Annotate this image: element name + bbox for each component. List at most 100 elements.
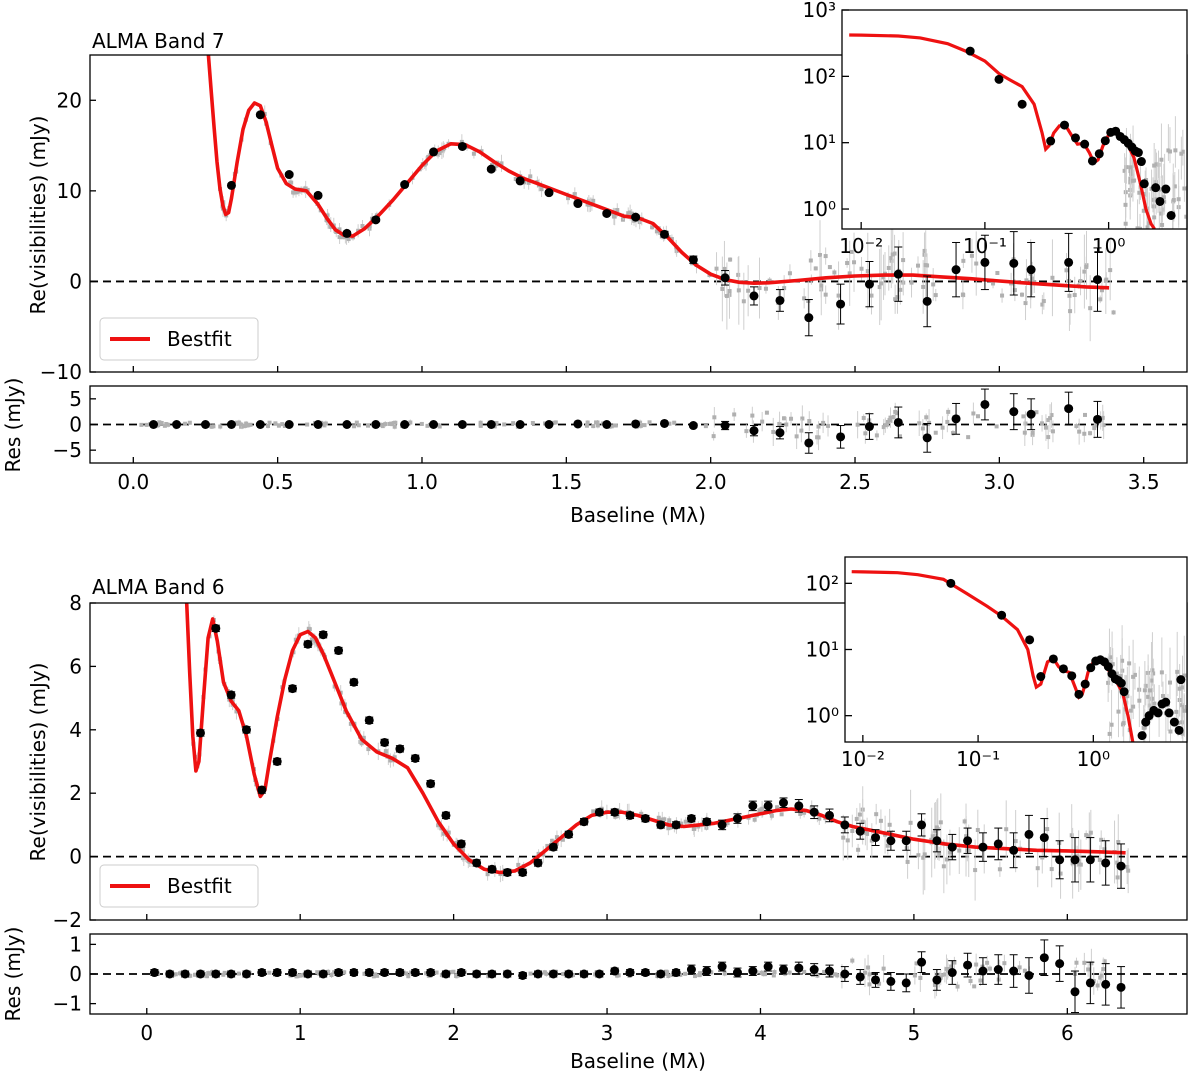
binned-point [255, 110, 265, 120]
raw-point [328, 224, 333, 229]
y-tick-label: 8 [69, 591, 82, 615]
inset-plot: 10⁻² 10⁻¹ 10⁰ 10⁰ 10¹ 10² 10³ [803, 0, 1188, 258]
binned-point [963, 836, 973, 846]
chart-band6: ALMA Band 6 −2 0 2 4 6 8 Re(visibilities) (mJ… [1, 556, 1188, 1073]
raw-point [662, 817, 667, 822]
raw-point [885, 843, 890, 848]
raw-point [933, 293, 938, 298]
x-axis-label: Baseline (Mλ) [570, 503, 706, 527]
residual-point [1101, 979, 1111, 989]
raw-residual-point [722, 971, 727, 976]
inset-raw-point [1122, 168, 1127, 173]
legend: Bestfit [99, 317, 259, 361]
inset-point [1074, 689, 1084, 699]
raw-point [819, 283, 824, 288]
inset-raw-point [1150, 696, 1155, 701]
binned-point [288, 684, 298, 694]
raw-residual-point [712, 415, 717, 420]
x-tick-label: 0.5 [262, 470, 294, 494]
raw-point [752, 817, 757, 822]
residual-point [1070, 987, 1080, 997]
raw-residual-point [772, 970, 777, 975]
raw-point [933, 828, 938, 833]
raw-point [969, 253, 974, 258]
raw-residual-point [211, 424, 216, 429]
raw-residual-point [1077, 429, 1082, 434]
res-y-tick-label: 0 [69, 962, 82, 986]
inset-raw-point [1180, 720, 1185, 725]
binned-point [441, 810, 451, 820]
binned-point [272, 757, 282, 766]
inset-point [965, 46, 975, 56]
raw-residual-point [800, 416, 805, 421]
inset-point [1067, 671, 1077, 681]
binned-point [775, 295, 785, 305]
legend-box [99, 317, 259, 361]
raw-residual-point [222, 970, 227, 975]
inset-frame [841, 9, 1188, 230]
inset-point [1080, 679, 1090, 689]
raw-residual-point [782, 416, 787, 421]
inset-x-tick-label: 10⁻¹ [963, 234, 1007, 258]
raw-residual-point [1086, 967, 1091, 972]
binned-point [486, 164, 496, 174]
raw-point [1077, 862, 1082, 867]
raw-residual-point [802, 969, 807, 974]
raw-residual-point [894, 411, 899, 416]
raw-point [895, 295, 900, 300]
inset-raw-point [1172, 184, 1177, 189]
x-tick-label: 2 [447, 1021, 460, 1045]
raw-point [366, 747, 371, 752]
raw-residual-point [425, 423, 430, 428]
raw-residual-point [494, 420, 499, 425]
inset-raw-point [1182, 186, 1187, 191]
raw-residual-point [750, 413, 755, 418]
residual-point [334, 968, 344, 978]
y-tick-label: 0 [69, 845, 82, 869]
inset-raw-point [1146, 694, 1151, 699]
raw-residual-point [246, 423, 251, 428]
residual-point [749, 426, 759, 436]
raw-residual-point [638, 420, 643, 425]
residual-point [631, 419, 641, 429]
bestfit-line [206, 55, 1110, 290]
inset-point [1169, 717, 1179, 727]
residual-point [487, 969, 497, 979]
raw-point [802, 296, 807, 301]
raw-residual-point [917, 421, 922, 426]
binned-point [1026, 265, 1036, 275]
raw-residual-point [354, 420, 359, 425]
raw-point [485, 872, 490, 877]
binned-point [380, 737, 390, 747]
residual-point [610, 966, 620, 976]
residual-point [980, 399, 990, 409]
binned-point [410, 753, 420, 763]
binned-point [1009, 258, 1019, 268]
raw-residual-point [613, 423, 618, 428]
binned-point [688, 255, 698, 265]
raw-residual-point [144, 422, 149, 427]
inset-point [1103, 662, 1113, 672]
residual-point [241, 969, 251, 979]
raw-residual-point [280, 422, 285, 427]
raw-residual-point [920, 426, 925, 431]
residual-point [349, 968, 359, 978]
raw-residual-point [478, 420, 483, 425]
raw-residual-point [771, 429, 776, 434]
res-y-ticks: −505 [53, 387, 96, 462]
inset-point [1116, 678, 1126, 688]
raw-residual-point [159, 420, 164, 425]
raw-point [887, 822, 892, 827]
y-tick-label: −2 [53, 908, 82, 932]
raw-point [741, 299, 746, 304]
residual-point [226, 420, 236, 429]
raw-residual-point [985, 960, 990, 965]
binned-point [544, 188, 554, 198]
inset-raw-point [1180, 731, 1185, 736]
residual-point [656, 969, 666, 979]
binned-point [836, 299, 846, 309]
raw-residual-point [342, 970, 347, 975]
inset-raw-point [1123, 202, 1128, 207]
inset-marks [849, 33, 1187, 229]
raw-residual-point [866, 965, 871, 970]
